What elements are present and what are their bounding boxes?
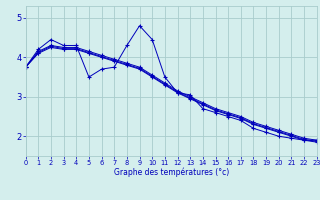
X-axis label: Graphe des températures (°c): Graphe des températures (°c) xyxy=(114,168,229,177)
